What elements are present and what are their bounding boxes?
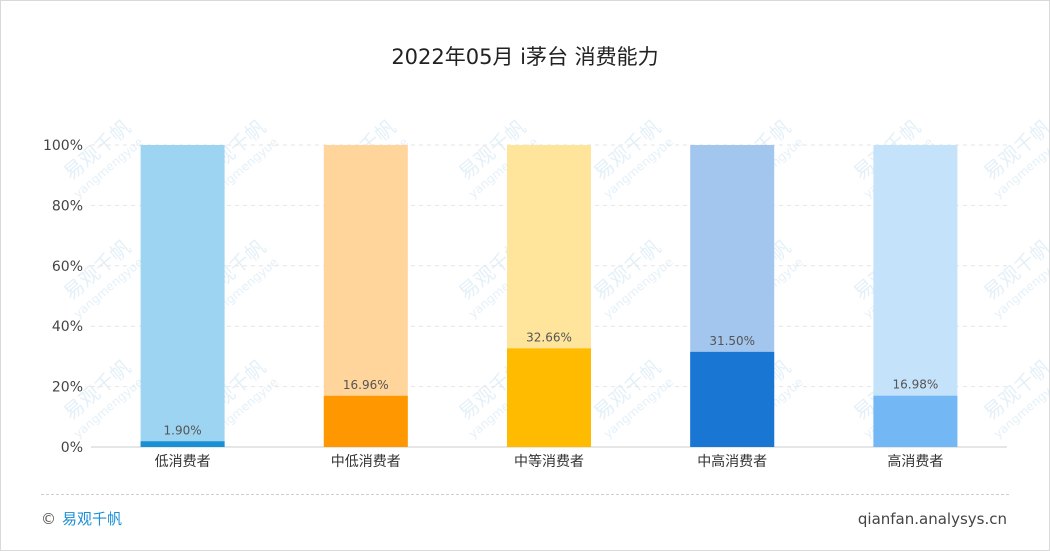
brand-name: 易观千帆 — [62, 510, 123, 528]
x-tick-label: 中低消费者 — [331, 454, 401, 470]
data-label: 16.96% — [343, 378, 389, 392]
y-tick-label: 100% — [43, 138, 83, 154]
y-tick-label: 40% — [52, 319, 83, 335]
data-label: 1.90% — [164, 423, 202, 437]
bar-background — [140, 145, 225, 447]
y-tick-label: 20% — [52, 380, 83, 396]
y-tick-label: 0% — [61, 440, 83, 456]
y-tick-label: 60% — [52, 259, 83, 275]
x-tick-label: 低消费者 — [155, 454, 211, 470]
footer-divider — [41, 494, 1009, 495]
x-tick-label: 中等消费者 — [514, 453, 584, 470]
bar — [507, 348, 591, 447]
y-tick-label: 80% — [52, 198, 83, 214]
data-label: 32.66% — [526, 330, 572, 344]
x-tick-label: 高消费者 — [887, 453, 943, 470]
data-label: 16.98% — [893, 378, 939, 392]
bar — [323, 395, 408, 447]
chart-title: 2022年05月 i茅台 消费能力 — [391, 45, 659, 69]
bar — [873, 395, 958, 447]
bar — [690, 351, 775, 447]
data-label: 31.50% — [709, 334, 755, 348]
x-tick-label: 中高消费者 — [697, 453, 767, 470]
bar — [140, 441, 225, 447]
footer-source: qianfan.analysys.cn — [857, 510, 1007, 528]
copyright-symbol: © — [41, 510, 56, 528]
footer-brand: © 易观千帆 — [41, 508, 122, 529]
